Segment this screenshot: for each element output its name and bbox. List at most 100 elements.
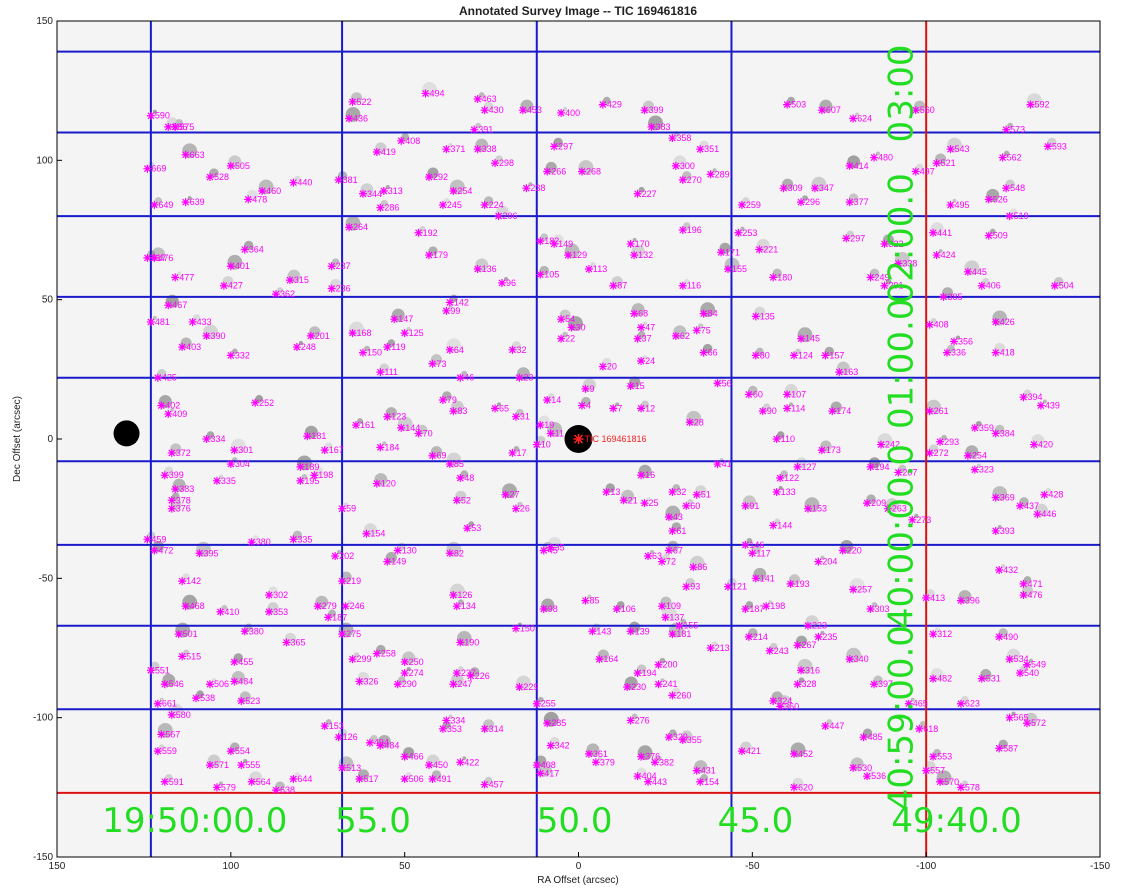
star-label: 303 — [875, 604, 890, 614]
star-label: 201 — [315, 331, 330, 341]
star-marker — [376, 741, 385, 750]
star-marker — [557, 334, 566, 343]
star-label: 189 — [304, 462, 319, 472]
star-marker — [501, 490, 510, 499]
star-label: 113 — [593, 264, 607, 274]
star-marker — [633, 669, 642, 678]
star-marker — [692, 490, 701, 499]
star-label: 369 — [1000, 493, 1015, 503]
star-marker — [845, 198, 854, 207]
star-marker — [755, 245, 764, 254]
star-label: 571 — [214, 760, 229, 770]
star-label: 377 — [854, 197, 869, 207]
star-label: 430 — [489, 105, 504, 115]
star-marker — [734, 228, 743, 237]
star-marker — [532, 761, 541, 770]
star-marker — [150, 546, 159, 555]
star-marker — [557, 315, 566, 324]
star-marker — [383, 343, 392, 352]
star-label: 578 — [965, 782, 980, 792]
star-marker — [393, 680, 402, 689]
star-marker — [230, 657, 239, 666]
star-marker — [776, 474, 785, 483]
star-label: 200 — [662, 660, 677, 670]
star-marker — [463, 524, 472, 533]
star-label: 564 — [256, 777, 271, 787]
star-label: 150 — [520, 623, 535, 633]
star-marker — [178, 343, 187, 352]
star-label: 586 — [172, 122, 187, 132]
star-label: 521 — [941, 158, 956, 168]
star-label: 485 — [868, 732, 883, 742]
star-label: 141 — [760, 573, 775, 583]
star-marker — [1026, 100, 1035, 109]
star-label: 153 — [812, 504, 827, 514]
star-label: 365 — [290, 637, 305, 647]
star-marker — [762, 602, 771, 611]
star-label: 565 — [1014, 713, 1029, 723]
star-marker — [237, 761, 246, 770]
star-label: 644 — [297, 774, 312, 784]
star-label: 290 — [402, 679, 417, 689]
star-label: 194 — [642, 668, 657, 678]
star-label: 111 — [384, 367, 398, 377]
star-label: 364 — [249, 245, 264, 255]
star-marker — [626, 382, 635, 391]
star-label: 353 — [447, 724, 462, 734]
star-label: 275 — [346, 629, 361, 639]
star-marker — [970, 465, 979, 474]
star-label: 202 — [339, 551, 354, 561]
star-marker — [351, 421, 360, 430]
star-label: 43 — [673, 512, 683, 522]
star-marker — [671, 161, 680, 170]
star-label: 157 — [829, 350, 844, 360]
star-label: 436 — [353, 114, 368, 124]
star-marker — [442, 145, 451, 154]
star-marker — [338, 763, 347, 772]
star-label: 187 — [749, 604, 764, 614]
star-label: 453 — [527, 105, 542, 115]
star-marker — [212, 476, 221, 485]
star-marker — [790, 351, 799, 360]
star-marker — [282, 638, 291, 647]
star-label: 161 — [360, 420, 375, 430]
star-marker — [153, 747, 162, 756]
star-marker — [1033, 510, 1042, 519]
star-label: 591 — [169, 777, 184, 787]
star-marker — [164, 409, 173, 418]
star-label: 14 — [551, 395, 561, 405]
star-marker — [876, 440, 885, 449]
star-label: 134 — [461, 601, 476, 611]
star-label: 523 — [245, 696, 260, 706]
star-label: 123 — [391, 412, 406, 422]
star-marker — [157, 401, 166, 410]
star-marker — [372, 479, 381, 488]
star-label: 52 — [461, 495, 471, 505]
star-label: 60 — [690, 501, 700, 511]
star-marker — [598, 362, 607, 371]
star-marker — [991, 493, 1000, 502]
star-marker — [845, 655, 854, 664]
star-marker — [567, 323, 576, 332]
star-label: 332 — [235, 350, 250, 360]
star-label: 54 — [565, 314, 575, 324]
star-label: 180 — [777, 272, 792, 282]
star-label: 383 — [656, 122, 671, 132]
star-marker — [212, 783, 221, 792]
star-label: 347 — [819, 183, 834, 193]
ra-coordinate-label: 49:40.0 — [891, 801, 1021, 841]
star-marker — [894, 259, 903, 268]
star-label: 109 — [666, 601, 681, 611]
star-marker — [678, 226, 687, 234]
star-marker — [828, 407, 837, 416]
star-marker — [723, 582, 732, 591]
target-marker: TIC 169461816 — [573, 434, 647, 444]
star-marker — [995, 565, 1004, 574]
star-marker — [609, 404, 618, 413]
star-label: 455 — [238, 657, 253, 667]
star-marker — [292, 343, 301, 352]
star-label: 324 — [777, 696, 792, 706]
star-marker — [783, 100, 792, 109]
star-marker — [797, 334, 806, 343]
star-label: 70 — [423, 428, 433, 438]
